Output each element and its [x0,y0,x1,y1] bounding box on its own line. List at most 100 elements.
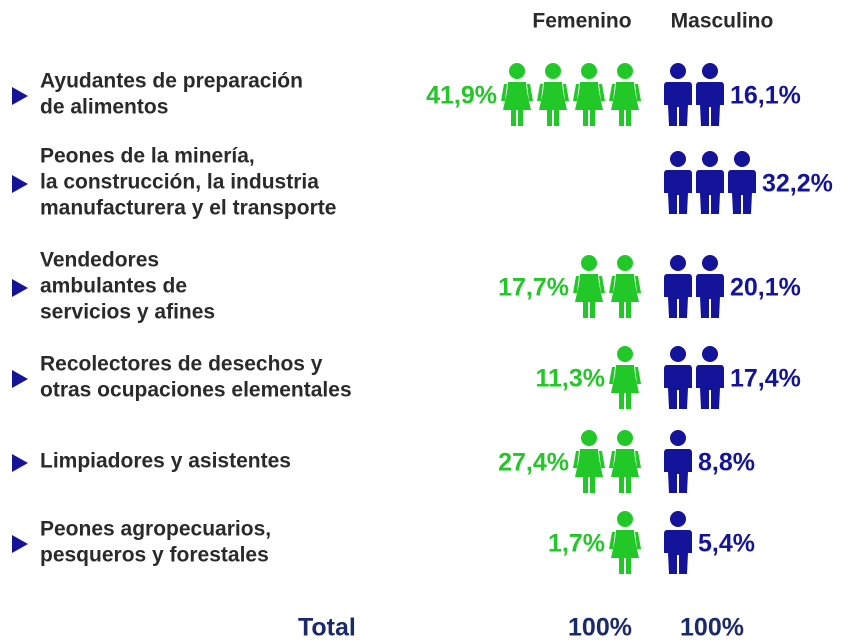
bullet-arrow [12,370,28,388]
value-label: 11,3% [535,365,605,393]
woman-icon [537,63,569,126]
icon-head [509,63,525,79]
icon-body [728,170,756,214]
icon-head [617,346,633,362]
category-label: Ayudantes de preparación [40,70,303,93]
woman-icon [609,511,641,574]
woman-icon [609,430,641,493]
category-label: Peones agropecuarios, [40,518,271,541]
value-label: 27,4% [498,449,569,477]
man-icon [664,63,692,126]
icon-body [664,82,692,126]
icon-head [670,346,686,362]
category-label: manufacturera y el transporte [40,197,336,220]
icon-body [611,365,639,409]
category-label: Vendedores [40,249,159,272]
man-icon [664,255,692,318]
category-label: Limpiadores y asistentes [40,450,291,473]
man-icon [664,430,692,493]
icon-body [664,449,692,493]
man-icon [664,511,692,574]
total-value: 100% [568,614,632,642]
woman-icon [609,63,641,126]
bullet-arrow [12,535,28,553]
icon-arm [609,532,641,549]
icon-body [611,530,639,574]
bullet-arrow [12,454,28,472]
icon-head [617,430,633,446]
total-value: 100% [680,614,744,642]
man-icon [664,346,692,409]
value-label: 1,7% [548,530,605,558]
icon-body [575,449,603,493]
icon-head [670,511,686,527]
icon-head [734,151,750,167]
icon-body [696,82,724,126]
icon-head [670,63,686,79]
icon-head [617,255,633,271]
icon-body [575,274,603,318]
icon-body [696,274,724,318]
category-label: Recolectores de desechos y [40,353,323,376]
icon-head [617,63,633,79]
legend-label: Femenino [532,10,631,33]
category-label: servicios y afines [40,301,215,324]
man-icon [696,255,724,318]
woman-icon [573,63,605,126]
icon-arm [609,276,641,293]
icon-body [503,82,531,126]
icon-head [670,255,686,271]
bullet-arrow [12,175,28,193]
icon-body [696,365,724,409]
icon-body [611,449,639,493]
icon-head [702,151,718,167]
icon-head [702,63,718,79]
value-label: 41,9% [426,82,497,110]
man-icon [728,151,756,214]
value-label: 20,1% [730,274,801,302]
icon-head [581,63,597,79]
category-label: ambulantes de [40,275,187,298]
category-label: de alimentos [40,96,168,119]
bullet-arrow [12,87,28,105]
icon-body [696,170,724,214]
icon-arm [537,84,569,101]
icon-arm [609,84,641,101]
category-label: otras ocupaciones elementales [40,379,352,402]
woman-icon [573,430,605,493]
man-icon [696,346,724,409]
woman-icon [573,255,605,318]
category-label: pesqueros y forestales [40,544,269,567]
category-label: Peones de la minería, [40,145,255,168]
icon-arm [573,451,605,468]
icon-head [702,346,718,362]
icon-head [670,151,686,167]
total-label: Total [298,614,356,642]
icon-head [617,511,633,527]
bullet-arrow [12,279,28,297]
icon-body [664,170,692,214]
icon-body [664,274,692,318]
woman-icon [609,346,641,409]
woman-icon [501,63,533,126]
value-label: 5,4% [698,530,755,558]
value-label: 32,2% [762,170,833,198]
value-label: 17,4% [730,365,801,393]
icon-body [611,82,639,126]
legend-label: Masculino [671,10,774,33]
category-label: la construcción, la industria [40,171,319,194]
icon-body [664,530,692,574]
icon-body [611,274,639,318]
icon-arm [573,276,605,293]
icon-arm [609,367,641,384]
icon-head [545,63,561,79]
icon-head [670,430,686,446]
icon-body [539,82,567,126]
value-label: 8,8% [698,449,755,477]
man-icon [696,151,724,214]
icon-body [575,82,603,126]
value-label: 17,7% [498,274,569,302]
value-label: 16,1% [730,82,801,110]
icon-arm [609,451,641,468]
